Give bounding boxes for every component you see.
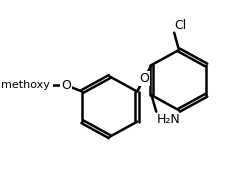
Text: Cl: Cl — [175, 19, 187, 32]
Text: methoxy: methoxy — [1, 80, 49, 90]
Text: H₂N: H₂N — [157, 113, 181, 125]
Text: O: O — [139, 72, 149, 85]
Text: O: O — [61, 79, 71, 92]
